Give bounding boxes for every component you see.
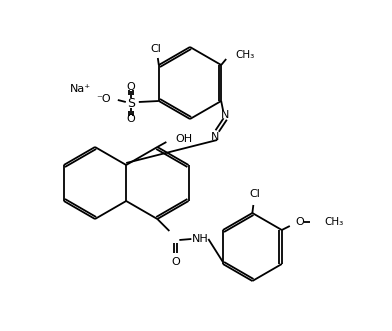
- Text: S: S: [127, 97, 135, 110]
- Text: O: O: [171, 257, 180, 267]
- Text: ⁻O: ⁻O: [96, 94, 111, 104]
- Text: Na⁺: Na⁺: [70, 84, 91, 94]
- Text: CH₃: CH₃: [325, 217, 344, 227]
- Text: O: O: [127, 114, 135, 124]
- Text: CH₃: CH₃: [235, 50, 254, 60]
- Text: NH: NH: [192, 234, 209, 244]
- Text: N: N: [211, 132, 220, 142]
- Text: O: O: [127, 82, 135, 92]
- Text: O: O: [296, 217, 304, 227]
- Text: OH: OH: [175, 134, 192, 144]
- Text: Cl: Cl: [249, 189, 260, 199]
- Text: Cl: Cl: [151, 44, 161, 54]
- Text: N: N: [221, 110, 229, 120]
